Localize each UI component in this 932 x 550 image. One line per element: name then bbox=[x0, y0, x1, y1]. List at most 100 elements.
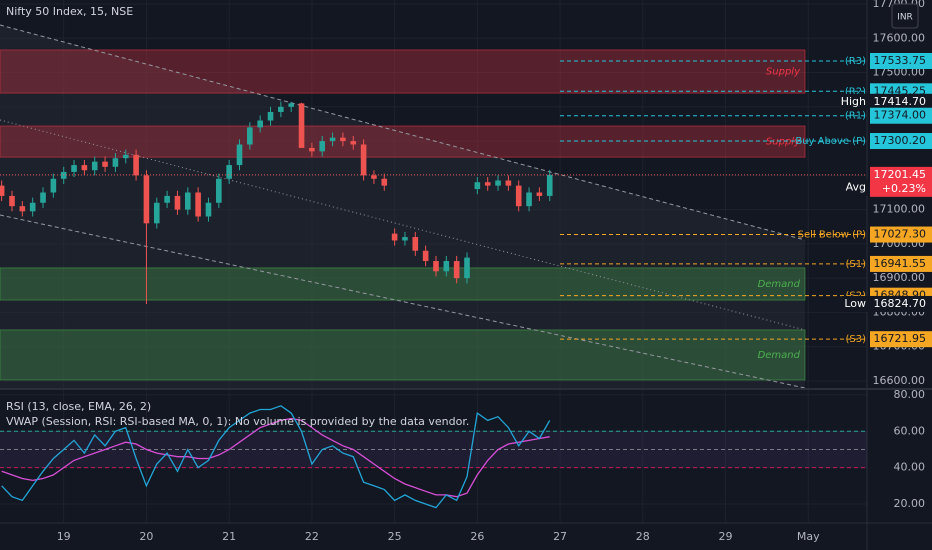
price-change: +0.23% bbox=[882, 182, 926, 195]
level-name: (R1) bbox=[845, 111, 866, 122]
level-name: Low bbox=[844, 297, 866, 310]
channel-upper bbox=[0, 24, 806, 241]
candle-body bbox=[50, 178, 57, 193]
x-tick-label: 26 bbox=[470, 530, 484, 543]
level-name: Avg bbox=[846, 181, 866, 194]
candle-body bbox=[112, 158, 119, 167]
candle-body bbox=[164, 195, 170, 203]
candle-body bbox=[81, 165, 88, 171]
level-name: Buy Above (P) bbox=[795, 136, 866, 147]
level-name: (R3) bbox=[845, 56, 866, 67]
rsi-title: RSI (13, close, EMA, 26, 2) bbox=[6, 400, 151, 413]
candle-body bbox=[453, 261, 460, 279]
y-tick-label: 60.00 bbox=[894, 424, 926, 437]
candle-body bbox=[340, 137, 346, 142]
y-tick-label: 17600.00 bbox=[873, 31, 926, 44]
candle-body bbox=[102, 161, 108, 167]
candle-body bbox=[412, 237, 419, 251]
x-tick-label: 29 bbox=[719, 530, 733, 543]
candle-body bbox=[278, 106, 284, 112]
x-tick-label: May bbox=[797, 530, 820, 543]
candle-body bbox=[71, 165, 77, 172]
x-tick-label: 21 bbox=[222, 530, 236, 543]
level-name: (S1) bbox=[845, 259, 866, 270]
zone-label: Demand bbox=[758, 350, 801, 361]
candle-body bbox=[236, 144, 243, 166]
candle-body bbox=[288, 103, 295, 107]
candle-body bbox=[184, 192, 191, 210]
x-tick-label: 19 bbox=[57, 530, 71, 543]
x-tick-label: 25 bbox=[388, 530, 402, 543]
candle-body bbox=[433, 261, 439, 272]
candle-body bbox=[205, 202, 212, 217]
candle-body bbox=[216, 178, 222, 203]
last-price-label: 17201.45 bbox=[874, 168, 927, 181]
y-tick-label: 40.00 bbox=[894, 461, 926, 474]
candle-body bbox=[91, 161, 98, 171]
y-tick-label: 80.00 bbox=[894, 388, 926, 401]
level-name-box bbox=[842, 179, 870, 196]
zone-label: Supply bbox=[766, 67, 801, 78]
candle-body bbox=[402, 237, 408, 241]
x-tick-label: 27 bbox=[553, 530, 567, 543]
candle-body bbox=[257, 120, 263, 128]
candle-body bbox=[546, 174, 553, 196]
candle-body bbox=[422, 250, 429, 262]
candle-body bbox=[153, 202, 160, 224]
level-name: High bbox=[841, 95, 866, 108]
candle-body bbox=[360, 144, 367, 176]
candle-body bbox=[350, 141, 357, 145]
level-name-box bbox=[842, 295, 870, 312]
zone-label: Demand bbox=[758, 279, 801, 290]
candle-body bbox=[298, 103, 305, 148]
level-label: 17027.30 bbox=[874, 228, 927, 241]
candle-body bbox=[40, 192, 46, 203]
x-tick-label: 28 bbox=[636, 530, 650, 543]
level-label: 17300.20 bbox=[874, 134, 927, 147]
candle-body bbox=[267, 111, 274, 121]
currency[interactable]: INR bbox=[897, 13, 913, 23]
level-label-box bbox=[870, 331, 932, 348]
level-name-box bbox=[842, 93, 870, 110]
candle-body bbox=[174, 195, 181, 210]
candle-body bbox=[526, 192, 532, 207]
level-name: (S3) bbox=[845, 334, 866, 345]
level-label: 17374.00 bbox=[874, 109, 927, 122]
candle-body bbox=[143, 175, 150, 224]
candle-body bbox=[195, 192, 201, 217]
zone bbox=[0, 267, 806, 301]
candle-body bbox=[474, 182, 481, 190]
level-label-box bbox=[870, 52, 932, 69]
level-label-box bbox=[870, 133, 932, 150]
candle-body bbox=[495, 180, 501, 186]
candle-body bbox=[19, 206, 26, 212]
candle-body bbox=[0, 185, 5, 196]
candle-body bbox=[329, 137, 336, 142]
level-name: Sell Below (P) bbox=[798, 230, 866, 241]
candle-body bbox=[381, 178, 388, 186]
chart-title: Nifty 50 Index, 15, NSE bbox=[6, 5, 133, 18]
candle-body bbox=[464, 257, 470, 279]
zone bbox=[0, 49, 806, 94]
zone-label: Supply bbox=[766, 137, 801, 148]
currency-box[interactable] bbox=[891, 3, 919, 29]
y-tick-label: 17100.00 bbox=[873, 203, 926, 216]
candle-body bbox=[515, 185, 522, 207]
y-tick-label: 16600.00 bbox=[873, 374, 926, 387]
level-label: 16824.70 bbox=[874, 297, 927, 310]
candle-body bbox=[443, 261, 450, 272]
level-label-box bbox=[870, 226, 932, 243]
candle-body bbox=[309, 147, 315, 152]
zone bbox=[0, 329, 806, 381]
y-tick-label: 20.00 bbox=[894, 497, 926, 510]
y-tick-label: 16900.00 bbox=[873, 271, 926, 284]
rsi-line bbox=[1, 405, 551, 509]
candle-body bbox=[133, 154, 139, 176]
level-label: 16941.55 bbox=[874, 257, 927, 270]
rsi-subtitle: VWAP (Session, RSI: RSI-based MA, 0, 1):… bbox=[6, 415, 469, 428]
candle-body bbox=[484, 182, 491, 186]
x-tick-label: 20 bbox=[139, 530, 153, 543]
level-name: (R2) bbox=[845, 86, 866, 97]
